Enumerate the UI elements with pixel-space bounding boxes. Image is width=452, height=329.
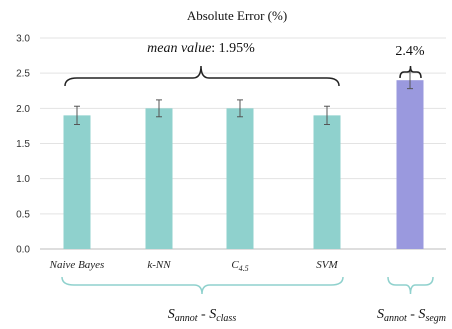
bar bbox=[145, 108, 173, 249]
y-tick-label: 1.0 bbox=[16, 174, 30, 185]
class-group-label: Sannot - Sclass bbox=[168, 307, 237, 324]
x-tick-label: C4.5 bbox=[231, 259, 248, 273]
x-tick-label: SVM bbox=[316, 259, 338, 271]
x-tick-label: Naive Bayes bbox=[49, 259, 105, 271]
annotations: mean value: 1.95% 2.4% Sannot - Sclass Sann… bbox=[61, 41, 446, 324]
y-axis: 0.0 0.5 1.0 1.5 2.0 2.5 3.0 bbox=[16, 34, 30, 256]
bar bbox=[396, 80, 424, 249]
segm-group-brace bbox=[387, 276, 434, 295]
segm-group-label: Sannot - Ssegm bbox=[377, 307, 446, 324]
error-bar bbox=[156, 99, 162, 118]
x-tick-label: k-NN bbox=[147, 259, 171, 271]
error-bar bbox=[237, 99, 243, 118]
y-tick-label: 3.0 bbox=[16, 34, 30, 45]
segm-brace bbox=[399, 65, 422, 79]
x-axis-labels: Naive Bayes k-NN C4.5 SVM bbox=[49, 259, 339, 273]
bars bbox=[63, 80, 424, 249]
y-tick-label: 0.5 bbox=[16, 209, 30, 220]
y-tick-label: 0.0 bbox=[16, 245, 30, 256]
chart-title: Absolute Error (%) bbox=[187, 8, 287, 23]
class-group-brace bbox=[61, 276, 344, 295]
bar bbox=[63, 115, 91, 249]
bar bbox=[313, 115, 341, 249]
mean-value-label: mean value: 1.95% bbox=[147, 41, 255, 56]
error-bars bbox=[74, 71, 413, 126]
y-tick-label: 2.0 bbox=[16, 104, 30, 115]
error-bar bbox=[324, 105, 330, 126]
mean-brace bbox=[64, 65, 340, 87]
segm-value-label: 2.4% bbox=[395, 44, 425, 59]
y-tick-label: 2.5 bbox=[16, 69, 30, 80]
bar bbox=[226, 108, 254, 249]
error-bar bbox=[74, 105, 80, 126]
y-tick-label: 1.5 bbox=[16, 139, 30, 150]
